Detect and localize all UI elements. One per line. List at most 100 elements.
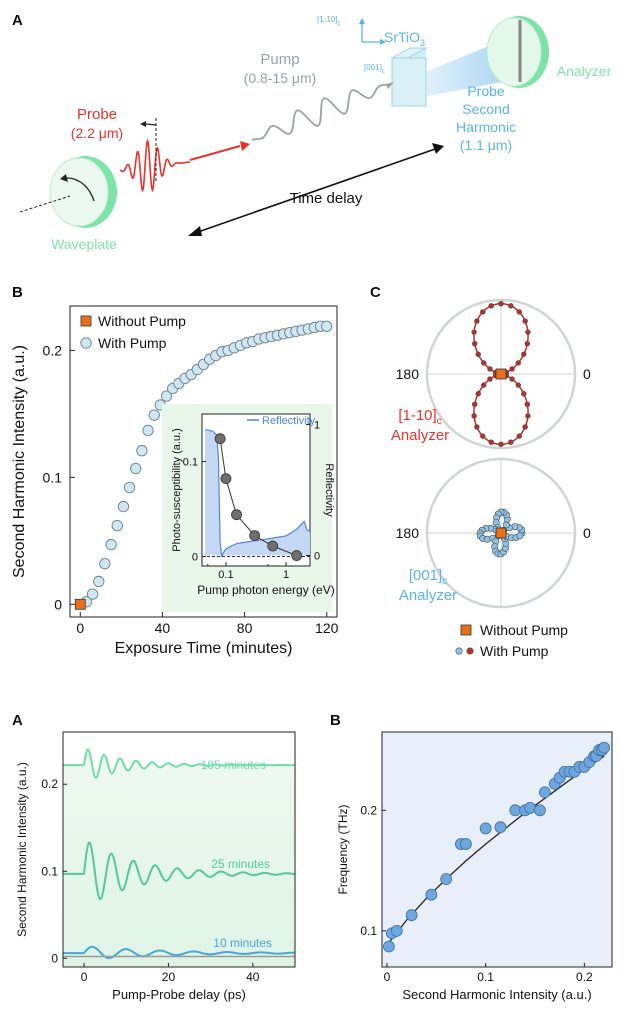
polar-data-point <box>500 527 508 535</box>
inset-frame <box>201 413 311 567</box>
data-point <box>524 802 536 814</box>
polar-data-point <box>492 519 500 527</box>
data-point-with-pump <box>80 596 93 608</box>
polar-data-point <box>511 523 519 531</box>
x-tick-label: 0.2 <box>576 970 593 984</box>
time-delay-arrow <box>188 143 444 236</box>
data-point <box>455 838 467 850</box>
data-point-with-pump <box>191 363 203 376</box>
data-point-with-pump <box>265 330 277 343</box>
experiment-schematic: [1-10]c [001]c SrTiO3 Pump (0.8-15 μm) P… <box>19 15 612 252</box>
data-point <box>568 765 581 778</box>
inset-y-tick-label: 0.1 <box>183 457 198 469</box>
polar-data-point <box>518 526 526 534</box>
polar-data-point <box>494 510 502 518</box>
x-tick-label: 80 <box>237 620 253 636</box>
data-point-with-pump <box>284 327 296 339</box>
polar-data-point <box>515 524 523 532</box>
plot-frame <box>62 731 296 968</box>
polar-data-point <box>498 371 504 377</box>
data-point-with-pump <box>277 328 290 340</box>
polar-data-point <box>487 366 493 372</box>
polar-data-point <box>472 401 478 408</box>
polar-data-point <box>501 544 509 552</box>
y-axis-label: Frequency (THz) <box>336 804 350 894</box>
polar-data-point <box>482 525 490 533</box>
polar-legend-marker-without-pump <box>460 624 472 636</box>
polar-data-point <box>521 351 527 357</box>
polar-data-point <box>471 413 477 419</box>
legend-marker-without-pump <box>80 315 92 327</box>
x-tick-label: 0 <box>81 970 88 984</box>
x-tick-label: 40 <box>246 970 260 984</box>
polar-data-point <box>516 433 522 439</box>
reflectivity-area <box>205 429 310 557</box>
probe-polarization-arrow <box>145 123 157 126</box>
polar-data-point <box>525 329 531 335</box>
susceptibility-point <box>214 433 226 445</box>
reflectivity-line <box>204 429 311 558</box>
polar-outer-circle <box>425 298 577 450</box>
polar-data-point <box>522 318 528 324</box>
y-tick-label: 0 <box>54 596 62 612</box>
polar-analyzer-word: Analyzer <box>399 587 457 604</box>
polar-data-point <box>509 376 515 382</box>
panel-label-top-c: C <box>370 284 381 301</box>
polar-data-point <box>472 340 478 347</box>
polar-outer-circle <box>425 457 577 609</box>
data-point <box>494 821 507 834</box>
annotation-10-minutes: 10 minutes <box>213 936 272 950</box>
polar-data-point <box>503 372 510 379</box>
data-point <box>590 750 603 763</box>
y-axis-label: Second Harmonic Intensity (a.u.) <box>11 345 28 578</box>
polar-data-point <box>503 533 511 541</box>
polar-data-point <box>496 371 503 377</box>
polar-legend-label-without-pump: Without Pump <box>480 622 568 638</box>
data-point-with-pump <box>247 335 259 348</box>
data-point <box>509 804 522 817</box>
polar-data-point <box>488 439 494 445</box>
polar-legend-marker-with-pump-2 <box>466 647 474 655</box>
data-point <box>596 744 609 756</box>
polar-data-point <box>498 441 504 447</box>
data-point-with-pump <box>240 337 253 349</box>
inset-x-tick-label: 0.1 <box>218 569 233 581</box>
polar-data-point <box>479 534 487 542</box>
data-point <box>598 741 611 754</box>
polar-data-point <box>499 526 507 534</box>
susceptibility-point <box>231 509 242 521</box>
polar-data-point <box>495 528 503 536</box>
data-point-with-pump <box>185 368 197 381</box>
y-tick-label: 0.2 <box>360 803 377 817</box>
polar-data-point <box>493 514 501 522</box>
polar-data-point <box>492 372 499 379</box>
y-tick-label: 0 <box>51 951 58 965</box>
probe-label: Probe <box>77 106 117 123</box>
data-point-with-pump <box>142 424 154 437</box>
panel-label-bottom-b: B <box>330 712 341 729</box>
polar-data-point <box>480 309 486 315</box>
plot-frame <box>381 731 613 968</box>
data-point-with-pump <box>216 346 228 358</box>
data-point-with-pump <box>210 349 222 362</box>
polar-data-point <box>516 309 522 315</box>
data-point-with-pump <box>234 339 247 352</box>
legend-label-with-pump: With Pump <box>98 335 167 351</box>
data-point-with-pump <box>222 344 234 357</box>
polar-fit-curve <box>479 511 523 555</box>
polar-data-point <box>476 532 484 540</box>
data-point <box>440 873 453 885</box>
trace-25-minutes <box>63 841 295 901</box>
polar-data-point <box>474 318 480 324</box>
data-point-with-pump <box>296 324 308 336</box>
fit-curve <box>386 755 605 946</box>
polar-data-point <box>525 413 531 419</box>
axis-2-label: [001]c <box>364 63 385 75</box>
polar-data-point <box>494 531 502 539</box>
polar-data-point <box>518 529 526 537</box>
analyzer-label: Analyzer <box>557 63 612 79</box>
polar-data-point <box>498 301 504 307</box>
inset-y-tick-label: 0 <box>192 552 198 564</box>
inset-legend-label: Reflectivity <box>262 415 316 427</box>
data-point <box>588 750 601 763</box>
